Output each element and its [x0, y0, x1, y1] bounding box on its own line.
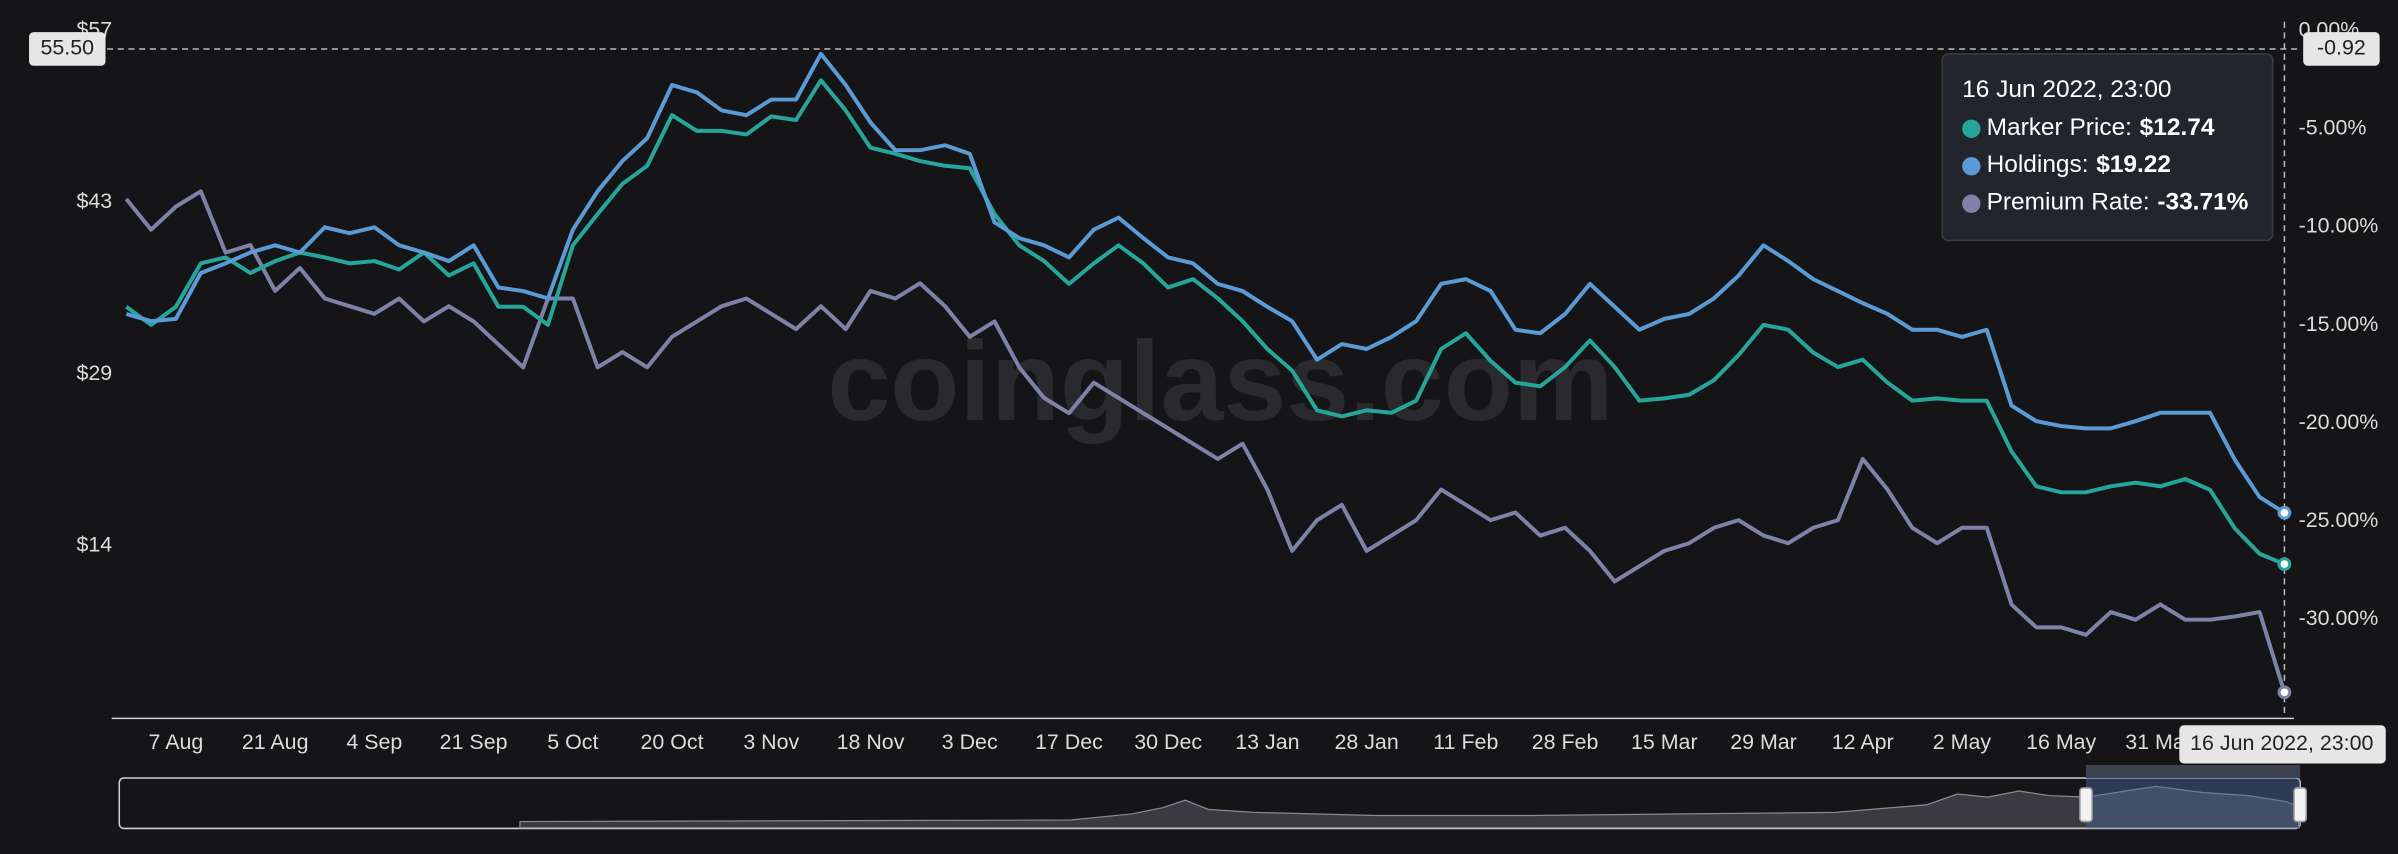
- tooltip-dot: [1962, 119, 1981, 138]
- tooltip-value: $19.22: [2096, 152, 2171, 179]
- x-tick-label: 3 Dec: [942, 730, 998, 754]
- tooltip-box: [1941, 53, 2274, 242]
- hover-marker: [2277, 557, 2292, 571]
- crosshair-y2-label: -0.92: [2317, 36, 2366, 60]
- tooltip-label: Premium Rate:: [1987, 189, 2150, 216]
- tooltip-dot: [1962, 157, 1981, 176]
- x-tick-label: 28 Feb: [1532, 730, 1599, 754]
- x-tick-label: 4 Sep: [346, 730, 402, 754]
- y2-tick-label: -10.00%: [2299, 214, 2379, 238]
- x-tick-label: 20 Oct: [641, 730, 704, 754]
- tooltip-row: Premium Rate: -33.71%: [1987, 189, 2249, 216]
- series-line: [125, 51, 2286, 515]
- navigator-selection[interactable]: [2086, 777, 2301, 829]
- crosshair-x-label: 16 Jun 2022, 23:00: [2190, 731, 2373, 755]
- y2-tick-label: -20.00%: [2299, 410, 2379, 434]
- tooltip-label: Marker Price:: [1987, 114, 2132, 141]
- navigator-handle[interactable]: [2079, 787, 2093, 823]
- x-tick-label: 13 Jan: [1235, 730, 1299, 754]
- series-line: [124, 189, 2287, 693]
- tooltip-label: Holdings:: [1987, 152, 2089, 179]
- y-tick-label: $43: [76, 189, 112, 213]
- x-tick-label: 17 Dec: [1035, 730, 1103, 754]
- y-tick-label: $14: [76, 533, 112, 557]
- x-tick-label: 11 Feb: [1433, 730, 1498, 754]
- tooltip-value: -33.71%: [2157, 189, 2248, 216]
- x-tick-label: 5 Oct: [547, 730, 598, 754]
- crosshair-y2-box: [2303, 32, 2380, 66]
- tooltip-value: $12.74: [2140, 114, 2215, 141]
- x-tick-label: 16 May: [2026, 730, 2096, 754]
- x-tick-label: 28 Jan: [1334, 730, 1398, 754]
- tooltip-title: 16 Jun 2022, 23:00: [1962, 76, 2171, 103]
- x-tick-label: 30 Dec: [1134, 730, 1202, 754]
- hover-marker: [2277, 505, 2292, 520]
- x-tick-label: 2 May: [1933, 730, 1992, 754]
- x-tick-label: 3 Nov: [743, 730, 799, 754]
- overlay: 55.50 -0.92 16 Jun 2022, 23:00 16 Jun 2022,…: [29, 21, 2386, 764]
- x-tick-label: 18 Nov: [837, 730, 905, 754]
- series-line: [125, 78, 2286, 566]
- x-tick-label: 15 Mar: [1631, 730, 1698, 754]
- y2-tick-label: -30.00%: [2299, 606, 2379, 630]
- y-tick-label: $29: [76, 361, 112, 385]
- tooltip-row: Holdings: $19.22: [1987, 152, 2171, 179]
- x-tick-label: 7 Aug: [149, 730, 204, 754]
- navigator-scrollbar[interactable]: [2086, 764, 2301, 778]
- y2-tick-label: -15.00%: [2299, 312, 2379, 336]
- navigator-area: [519, 785, 2300, 829]
- y2-tick-label: -25.00%: [2299, 508, 2379, 532]
- x-tick-label: 29 Mar: [1730, 730, 1797, 754]
- crosshair-x-box: [2179, 725, 2386, 764]
- tooltip-row: Marker Price: $12.74: [1987, 114, 2215, 141]
- hover-marker: [2277, 685, 2292, 700]
- x-tick-label: 12 Apr: [1832, 730, 1894, 754]
- x-tick-label: 21 Sep: [440, 730, 508, 754]
- crosshair-y-box: [29, 32, 106, 66]
- y2-tick-label: -5.00%: [2299, 116, 2367, 140]
- x-tick-label: 21 Aug: [242, 730, 309, 754]
- navigator-handle[interactable]: [2293, 787, 2308, 823]
- navigator: [118, 764, 2308, 830]
- plot-area: $14$29$43$57 0.00%-5.00%-10.00%-15.00%-20…: [76, 18, 2378, 755]
- watermark: coinglass.com: [827, 318, 1613, 444]
- tooltip-dot: [1962, 194, 1981, 213]
- crosshair-y-label: 55.50: [41, 36, 95, 60]
